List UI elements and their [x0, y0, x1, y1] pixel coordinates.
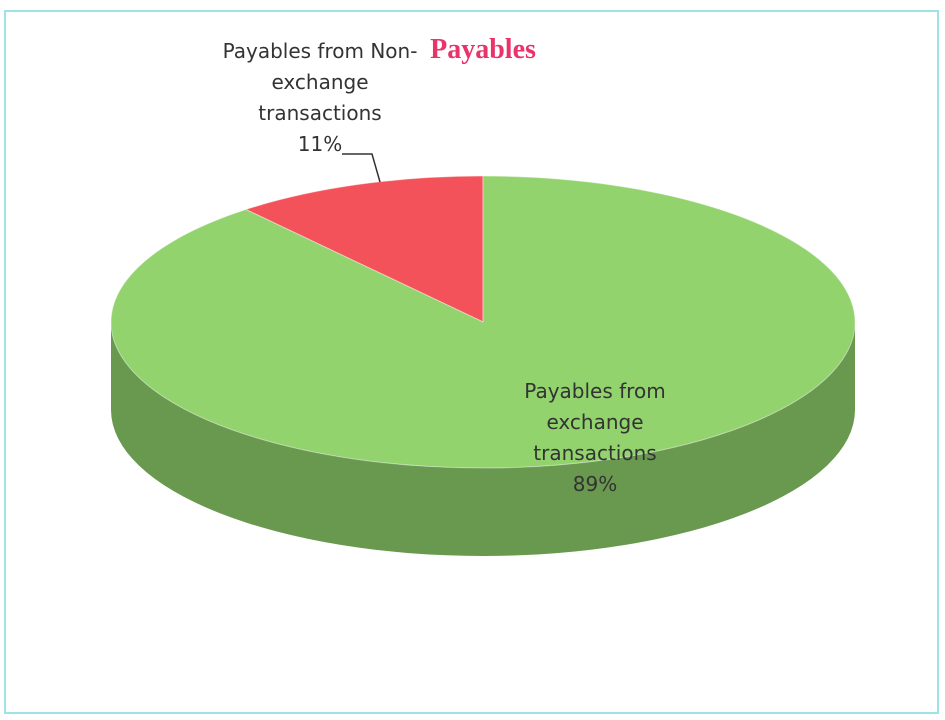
- value-label: 89%: [572, 472, 618, 496]
- pie-slice-side: [111, 322, 855, 556]
- slice-label: Payables from Non-exchange transactions …: [215, 36, 425, 160]
- chart-title: Payables: [430, 34, 536, 65]
- leader-line: [342, 153, 381, 183]
- pie-slice: [244, 175, 484, 323]
- pie-slice: [110, 175, 856, 469]
- chart-frame: [4, 10, 939, 714]
- category-label: Payables from Non-exchange transactions: [222, 39, 418, 125]
- value-label: 11%: [297, 132, 343, 156]
- slice-label: Payables from exchange transactions 89%: [500, 376, 690, 500]
- category-label: Payables from exchange transactions: [524, 379, 666, 465]
